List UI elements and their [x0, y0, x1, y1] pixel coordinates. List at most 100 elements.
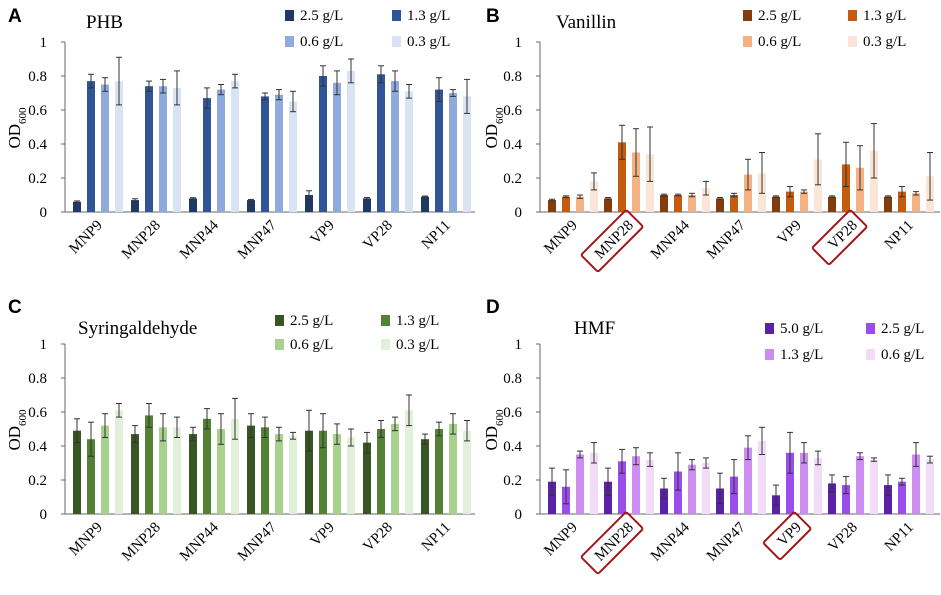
- legend-label: 2.5 g/L: [290, 313, 333, 329]
- y-tick-label: 0.6: [503, 405, 522, 421]
- bar: [800, 191, 808, 212]
- y-tick-label: 0.2: [28, 473, 47, 489]
- bar: [203, 418, 211, 514]
- legend-label: 2.5 g/L: [300, 8, 343, 24]
- legend-label: 1.3 g/L: [863, 8, 906, 24]
- bar: [604, 481, 612, 514]
- bar: [435, 429, 443, 514]
- x-tick-label: MNP9: [541, 218, 581, 258]
- bar: [660, 488, 668, 514]
- bar: [391, 81, 399, 212]
- legend-swatch: [866, 349, 875, 360]
- y-tick-label: 1: [40, 35, 48, 51]
- x-tick-label: MNP9: [66, 218, 106, 258]
- bar: [926, 459, 934, 514]
- bar: [87, 81, 95, 212]
- bar: [730, 476, 738, 514]
- legend-swatch: [765, 349, 774, 360]
- y-tick-label: 0: [40, 205, 48, 221]
- legend-label: 0.6 g/L: [881, 347, 924, 363]
- bar: [377, 74, 385, 212]
- bar: [435, 89, 443, 212]
- bar: [231, 418, 239, 514]
- bar: [856, 456, 864, 514]
- legend-swatch: [743, 36, 752, 47]
- bar: [405, 91, 413, 212]
- bar: [786, 452, 794, 514]
- bar: [646, 154, 654, 212]
- y-axis-label: OD600: [5, 409, 29, 451]
- bar: [884, 196, 892, 212]
- chart-title: PHB: [86, 12, 123, 33]
- bar: [786, 191, 794, 212]
- bar: [131, 434, 139, 514]
- panel-c: C Syringaldehyde 0 0.2 0.4 0.6 0.8 1 OD600 MNP9 MN…: [5, 297, 475, 564]
- bar: [275, 94, 283, 212]
- bar: [688, 464, 696, 514]
- bar: [646, 459, 654, 514]
- y-axis-label: OD600: [5, 107, 29, 149]
- bar: [688, 195, 696, 212]
- highlight-box: [811, 209, 868, 266]
- bar: [842, 485, 850, 514]
- chart-title: Vanillin: [556, 12, 617, 33]
- bar: [217, 89, 225, 212]
- bar: [870, 459, 878, 514]
- bar: [548, 200, 556, 212]
- bar: [101, 425, 109, 514]
- legend-label: 1.3 g/L: [780, 347, 823, 363]
- legend-swatch: [285, 36, 294, 47]
- bar: [247, 200, 255, 212]
- legend-swatch: [848, 10, 857, 21]
- bar: [421, 439, 429, 514]
- bar: [115, 81, 123, 212]
- bar: [305, 195, 313, 212]
- x-tick-label: MNP44: [177, 217, 222, 262]
- bar: [305, 430, 313, 514]
- bar: [912, 454, 920, 514]
- legend-label: 1.3 g/L: [396, 313, 439, 329]
- x-tick-label: VP28: [360, 218, 395, 253]
- x-tick-label: MNP28: [119, 520, 164, 565]
- y-tick-label: 0.4: [503, 439, 522, 455]
- y-tick-label: 0.8: [28, 371, 47, 387]
- x-tick-label: MNP47: [235, 519, 280, 564]
- bar: [618, 461, 626, 514]
- y-tick-label: 0.2: [28, 171, 47, 187]
- bar: [363, 442, 371, 514]
- bar: [800, 452, 808, 514]
- bar: [247, 425, 255, 514]
- legend-swatch: [866, 323, 875, 334]
- bar: [884, 485, 892, 514]
- y-axis-label: OD600: [482, 409, 506, 451]
- bar: [173, 87, 181, 212]
- bar: [772, 196, 780, 212]
- bar: [730, 195, 738, 212]
- legend-label: 5.0 g/L: [780, 321, 823, 337]
- legend-swatch: [381, 339, 390, 350]
- bar: [391, 423, 399, 514]
- bar: [814, 457, 822, 514]
- bar: [101, 84, 109, 212]
- legend-swatch: [848, 36, 857, 47]
- bar: [814, 159, 822, 212]
- x-tick-label: MNP44: [648, 217, 693, 262]
- bar: [590, 181, 598, 212]
- bar: [674, 471, 682, 514]
- bar: [604, 198, 612, 212]
- bar: [674, 195, 682, 212]
- bar: [145, 415, 153, 514]
- y-tick-label: 1: [40, 337, 48, 353]
- legend-swatch: [765, 323, 774, 334]
- bar: [261, 427, 269, 514]
- bar: [744, 174, 752, 212]
- legend-swatch: [275, 315, 284, 326]
- legend-label: 0.6 g/L: [758, 34, 801, 50]
- x-tick-label: MNP47: [704, 519, 749, 564]
- y-tick-label: 0.6: [28, 103, 47, 119]
- legend-swatch: [743, 10, 752, 21]
- legend-swatch: [392, 10, 401, 21]
- bar: [333, 434, 341, 514]
- y-tick-label: 0.8: [503, 371, 522, 387]
